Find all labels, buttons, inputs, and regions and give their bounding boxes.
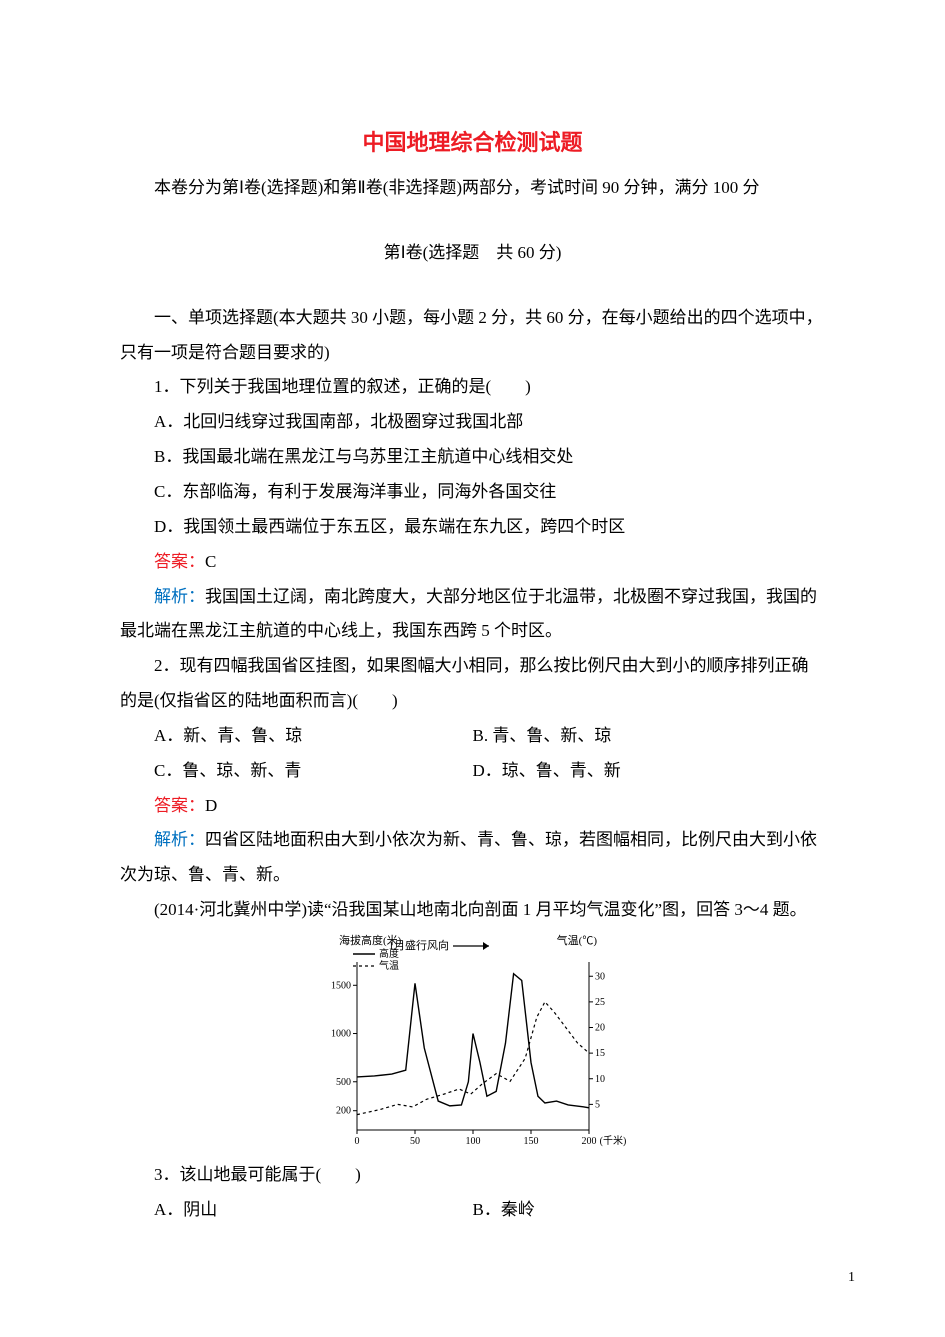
q2-answer: 答案：D [120, 789, 825, 824]
q2-answer-value: D [205, 796, 217, 815]
answer-label: 答案： [154, 552, 205, 571]
q2-option-b: B. 青、鲁、新、琼 [473, 719, 826, 754]
svg-text:(千米): (千米) [599, 1134, 626, 1147]
q1-stem: 1．下列关于我国地理位置的叙述，正确的是( ) [120, 370, 825, 405]
q1-option-a: A．北回归线穿过我国南部，北极圈穿过我国北部 [120, 405, 825, 440]
q2-analysis-text: 四省区陆地面积由大到小依次为新、青、鲁、琼，若图幅相同，比例尺由大到小依次为琼、… [120, 830, 817, 884]
svg-text:500: 500 [336, 1077, 351, 1088]
doc-subtitle: 本卷分为第Ⅰ卷(选择题)和第Ⅱ卷(非选择题)两部分，考试时间 90 分钟，满分 … [120, 171, 825, 206]
q1-answer: 答案：C [120, 545, 825, 580]
part-header: 第Ⅰ卷(选择题 共 60 分) [120, 236, 825, 271]
section-description: 一、单项选择题(本大题共 30 小题，每小题 2 分，共 60 分，在每小题给出… [120, 301, 825, 371]
q1-analysis-text: 我国国土辽阔，南北跨度大，大部分地区位于北温带，北极圈不穿过我国，我国的最北端在… [120, 587, 817, 641]
q1-analysis: 解析：我国国土辽阔，南北跨度大，大部分地区位于北温带，北极圈不穿过我国，我国的最… [120, 580, 825, 650]
q3-option-b: B．秦岭 [473, 1193, 826, 1228]
q3-intro: (2014·河北冀州中学)读“沿我国某山地南北向剖面 1 月平均气温变化”图，回… [120, 893, 825, 928]
svg-text:50: 50 [410, 1136, 420, 1147]
svg-text:5: 5 [595, 1099, 600, 1110]
q2-row-cd: C．鲁、琼、新、青 D．琼、鲁、青、新 [120, 754, 825, 789]
svg-text:25: 25 [595, 997, 605, 1008]
svg-text:0: 0 [354, 1136, 359, 1147]
q2-option-d: D．琼、鲁、青、新 [473, 754, 826, 789]
q2-option-a: A．新、青、鲁、琼 [120, 719, 473, 754]
q2-analysis: 解析：四省区陆地面积由大到小依次为新、青、鲁、琼，若图幅相同，比例尺由大到小依次… [120, 823, 825, 893]
svg-text:气温: 气温 [379, 959, 399, 972]
q2-stem: 2．现有四幅我国省区挂图，如果图幅大小相同，那么按比例尺由大到小的顺序排列正确的… [120, 649, 825, 719]
figure-chart: 050100150200(千米)200500100015005101520253… [120, 932, 825, 1152]
answer-label: 答案： [154, 796, 205, 815]
svg-text:气温(℃): 气温(℃) [556, 933, 597, 947]
q1-answer-value: C [205, 552, 216, 571]
q2-option-c: C．鲁、琼、新、青 [120, 754, 473, 789]
q1-option-d: D．我国领土最西端位于东五区，最东端在东九区，跨四个时区 [120, 510, 825, 545]
chart-svg: 050100150200(千米)200500100015005101520253… [303, 932, 643, 1152]
q3-option-a: A．阴山 [120, 1193, 473, 1228]
svg-text:1500: 1500 [331, 980, 351, 991]
svg-text:15: 15 [595, 1048, 605, 1059]
svg-text:200: 200 [336, 1106, 351, 1117]
svg-text:100: 100 [465, 1136, 480, 1147]
page-number: 1 [848, 1264, 855, 1293]
svg-text:1000: 1000 [331, 1028, 351, 1039]
analysis-label: 解析： [154, 587, 205, 606]
q1-option-c: C．东部临海，有利于发展海洋事业，同海外各国交往 [120, 475, 825, 510]
svg-text:30: 30 [595, 971, 605, 982]
q3-stem: 3．该山地最可能属于( ) [120, 1158, 825, 1193]
q1-option-b: B．我国最北端在黑龙江与乌苏里江主航道中心线相交处 [120, 440, 825, 475]
analysis-label: 解析： [154, 830, 205, 849]
svg-text:10: 10 [595, 1074, 605, 1085]
q2-row-ab: A．新、青、鲁、琼 B. 青、鲁、新、琼 [120, 719, 825, 754]
doc-title: 中国地理综合检测试题 [120, 120, 825, 165]
svg-text:20: 20 [595, 1022, 605, 1033]
svg-text:200: 200 [581, 1136, 596, 1147]
svg-text:1月盛行风向: 1月盛行风向 [388, 938, 449, 952]
svg-text:150: 150 [523, 1136, 538, 1147]
q3-row-ab: A．阴山 B．秦岭 [120, 1193, 825, 1228]
